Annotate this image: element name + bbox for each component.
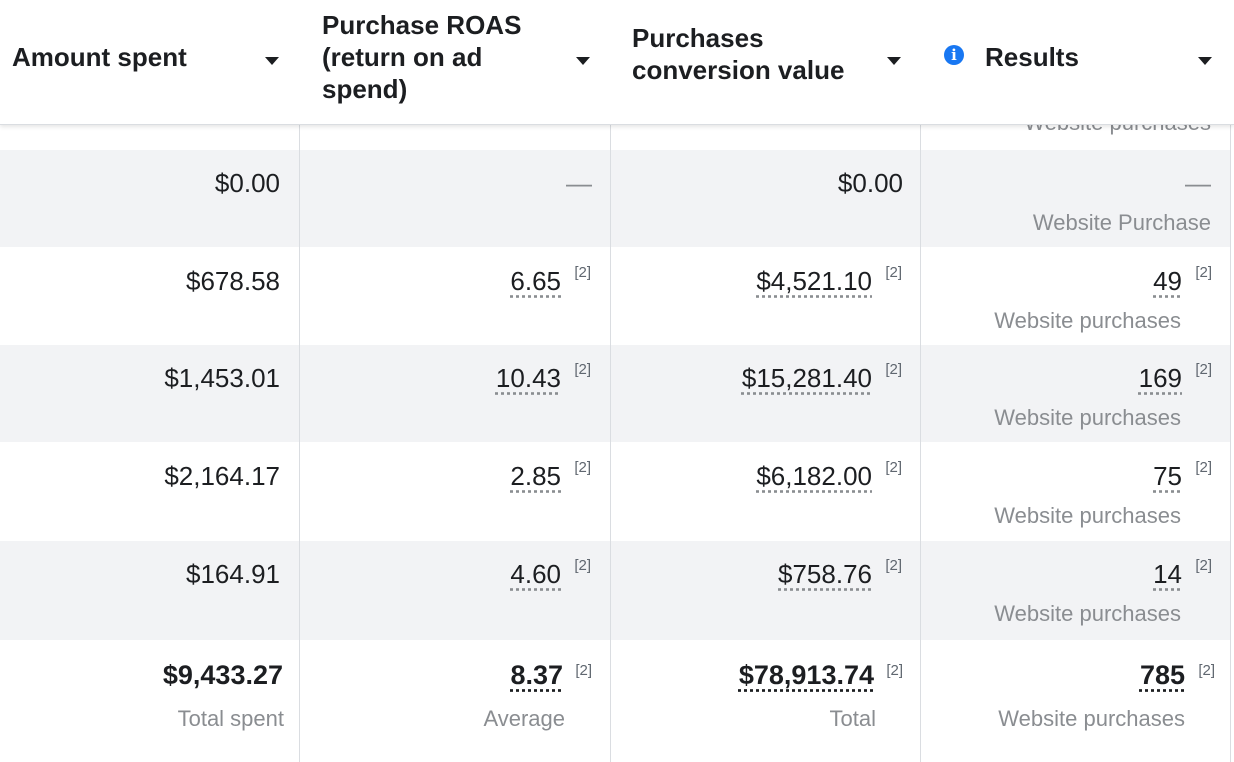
cell-results: 75 [2] Website purchases	[921, 443, 1231, 540]
footnote-marker[interactable]: [2]	[574, 361, 591, 378]
total-results-value[interactable]: 785	[1139, 660, 1185, 690]
footnote-marker[interactable]: [2]	[885, 459, 902, 476]
row-band	[0, 150, 1231, 247]
column-divider	[610, 0, 611, 762]
total-spent-label: Total spent	[177, 706, 284, 731]
results-label: Website purchases	[994, 405, 1181, 430]
info-icon[interactable]: i	[944, 45, 964, 65]
column-header-label: Purchases conversion value	[632, 23, 845, 85]
results-label: Website purchases	[994, 601, 1181, 626]
conversion-value[interactable]: $4,521.10	[756, 266, 872, 296]
table-row[interactable]: $164.91 4.60 [2] $758.76 [2] 14 [2] Webs…	[0, 541, 1231, 638]
cell-total-results: 785 [2] Website purchases	[921, 642, 1231, 762]
table-header: Amount spent Purchase ROAS (return on ad…	[0, 0, 1234, 125]
average-roas-label: Average	[483, 706, 565, 731]
column-header-results[interactable]: i Results	[921, 0, 1231, 124]
column-header-amount-spent[interactable]: Amount spent	[0, 0, 299, 124]
amount-spent-value: $0.00	[214, 168, 280, 198]
conversion-value[interactable]: $758.76	[778, 559, 872, 589]
roas-empty-value: —	[566, 168, 592, 198]
cell-results: 49 [2] Website purchases	[921, 248, 1231, 345]
footnote-marker[interactable]: [2]	[886, 662, 903, 679]
results-empty-value: —	[1185, 168, 1211, 198]
table-row[interactable]: $0.00 — $0.00 — Website Purchase	[0, 150, 1231, 247]
footnote-marker[interactable]: [2]	[885, 557, 902, 574]
results-label: Website purchases	[994, 503, 1181, 528]
totals-row: $9,433.27 Total spent 8.37 [2] Average $…	[0, 642, 1231, 762]
conversion-value: $0.00	[837, 168, 903, 198]
cell-conversion-value: $6,182.00 [2]	[610, 443, 921, 540]
cell-purchase-roas: 4.60 [2]	[299, 541, 610, 638]
cell-conversion-value: $0.00	[610, 150, 921, 247]
cell-purchase-roas: 10.43 [2]	[299, 345, 610, 442]
column-header-label: Amount spent	[12, 42, 187, 72]
row-band	[0, 345, 1231, 442]
cell-purchase-roas: —	[299, 150, 610, 247]
footnote-marker[interactable]: [2]	[1195, 557, 1212, 574]
sort-dropdown-icon[interactable]	[887, 57, 901, 65]
column-header-label: Results	[985, 42, 1079, 72]
footnote-marker[interactable]: [2]	[1198, 662, 1215, 679]
sort-dropdown-icon[interactable]	[1198, 57, 1212, 65]
footnote-marker[interactable]: [2]	[574, 264, 591, 281]
table-row[interactable]: $678.58 6.65 [2] $4,521.10 [2] 49 [2] We…	[0, 248, 1231, 345]
cell-conversion-value: $4,521.10 [2]	[610, 248, 921, 345]
row-band	[0, 541, 1231, 640]
table-row[interactable]: $1,453.01 10.43 [2] $15,281.40 [2] 169 […	[0, 345, 1231, 442]
cell-total-conversion-value: $78,913.74 [2] Total	[610, 642, 921, 762]
cell-purchase-roas: 2.85 [2]	[299, 443, 610, 540]
conversion-value[interactable]: $15,281.40	[741, 363, 872, 393]
column-header-purchase-roas[interactable]: Purchase ROAS (return on ad spend)	[299, 0, 610, 124]
cell-total-spent: $9,433.27 Total spent	[0, 642, 299, 762]
roas-value[interactable]: 4.60	[510, 559, 561, 589]
roas-value[interactable]: 2.85	[510, 461, 561, 491]
cell-amount-spent: $1,453.01	[0, 345, 299, 442]
footnote-marker[interactable]: [2]	[885, 264, 902, 281]
results-label: Website purchases	[994, 308, 1181, 333]
footnote-marker[interactable]: [2]	[574, 557, 591, 574]
results-value[interactable]: 75	[1153, 461, 1182, 491]
column-divider	[299, 0, 300, 762]
column-header-purchases-conversion-value[interactable]: Purchases conversion value	[610, 0, 921, 124]
total-conversion-label: Total	[829, 706, 876, 731]
footnote-marker[interactable]: [2]	[1195, 459, 1212, 476]
footnote-marker[interactable]: [2]	[574, 459, 591, 476]
cell-results: 14 [2] Website purchases	[921, 541, 1231, 638]
total-results-label: Website purchases	[998, 706, 1185, 731]
column-header-label: Purchase ROAS (return on ad spend)	[322, 10, 522, 104]
sort-dropdown-icon[interactable]	[265, 57, 279, 65]
cell-results: 169 [2] Website purchases	[921, 345, 1231, 442]
cell-average-roas: 8.37 [2] Average	[299, 642, 610, 762]
table-row[interactable]: $2,164.17 2.85 [2] $6,182.00 [2] 75 [2] …	[0, 443, 1231, 540]
footnote-marker[interactable]: [2]	[575, 662, 592, 679]
conversion-value[interactable]: $6,182.00	[756, 461, 872, 491]
cell-amount-spent: $2,164.17	[0, 443, 299, 540]
amount-spent-value: $1,453.01	[164, 363, 280, 393]
results-label: Website Purchase	[1032, 210, 1211, 235]
total-conversion-value[interactable]: $78,913.74	[738, 660, 874, 690]
cell-conversion-value: $758.76 [2]	[610, 541, 921, 638]
cell-conversion-value: $15,281.40 [2]	[610, 345, 921, 442]
average-roas-value[interactable]: 8.37	[510, 660, 563, 690]
cell-amount-spent: $0.00	[0, 150, 299, 247]
roas-value[interactable]: 10.43	[495, 363, 561, 393]
footnote-marker[interactable]: [2]	[885, 361, 902, 378]
cell-amount-spent: $678.58	[0, 248, 299, 345]
results-value[interactable]: 14	[1153, 559, 1182, 589]
amount-spent-value: $164.91	[186, 559, 280, 589]
footnote-marker[interactable]: [2]	[1195, 361, 1212, 378]
sort-dropdown-icon[interactable]	[576, 57, 590, 65]
amount-spent-value: $2,164.17	[164, 461, 280, 491]
cell-results: — Website Purchase	[921, 150, 1231, 247]
amount-spent-value: $678.58	[186, 266, 280, 296]
column-divider	[920, 0, 921, 762]
roas-value[interactable]: 6.65	[510, 266, 561, 296]
results-value[interactable]: 49	[1153, 266, 1182, 296]
cell-purchase-roas: 6.65 [2]	[299, 248, 610, 345]
column-divider	[1230, 0, 1231, 762]
footnote-marker[interactable]: [2]	[1195, 264, 1212, 281]
cell-amount-spent: $164.91	[0, 541, 299, 638]
results-value[interactable]: 169	[1138, 363, 1182, 393]
total-spent-value: $9,433.27	[162, 660, 283, 690]
